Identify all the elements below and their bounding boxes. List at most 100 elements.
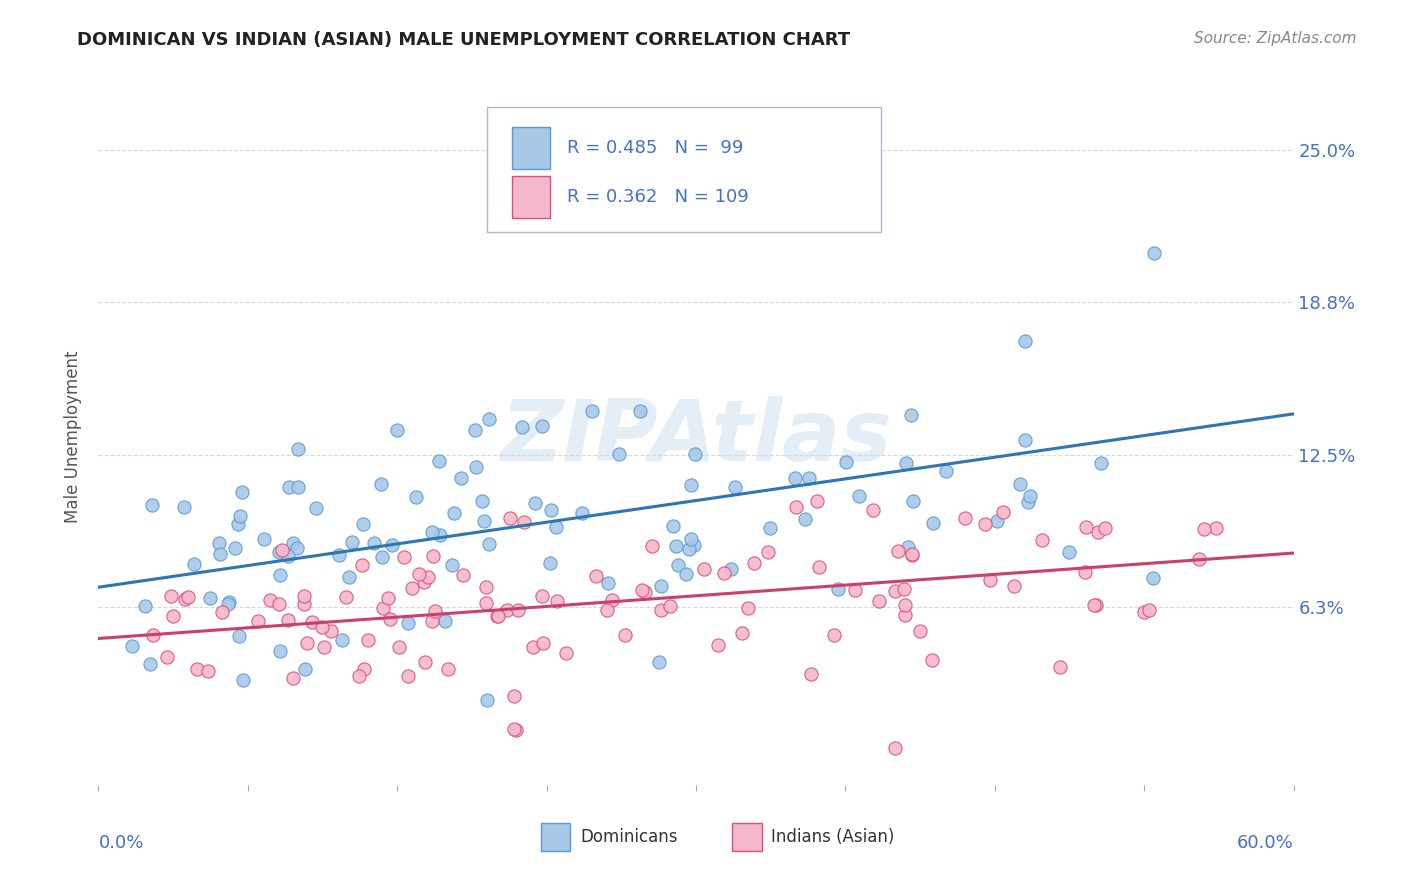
Point xyxy=(1087,524,1109,539)
Text: ZIPAtlas: ZIPAtlas xyxy=(501,395,891,479)
Point xyxy=(381,538,404,552)
Point xyxy=(370,476,392,491)
Point xyxy=(281,672,304,686)
Point xyxy=(429,454,451,468)
Point xyxy=(1205,520,1227,534)
Point xyxy=(231,485,253,500)
Point xyxy=(371,601,394,615)
Point xyxy=(352,558,374,573)
Point xyxy=(662,519,685,533)
Point xyxy=(330,633,353,648)
Text: R = 0.485   N =  99: R = 0.485 N = 99 xyxy=(567,139,744,157)
Point xyxy=(827,582,849,597)
Point xyxy=(440,558,463,573)
Point xyxy=(498,511,520,525)
Point xyxy=(900,547,922,561)
Point xyxy=(405,490,427,504)
Point xyxy=(896,456,918,470)
Point xyxy=(823,628,845,642)
Point xyxy=(269,644,291,658)
Point xyxy=(668,558,690,572)
Point xyxy=(571,506,593,520)
Point xyxy=(228,629,250,643)
Point xyxy=(794,511,817,525)
Point xyxy=(530,589,553,603)
Point xyxy=(418,570,440,584)
Point xyxy=(505,723,527,737)
Point xyxy=(267,598,290,612)
Point xyxy=(908,624,931,639)
Text: 0.0%: 0.0% xyxy=(98,834,143,852)
Point xyxy=(955,511,977,525)
Point xyxy=(921,653,943,667)
Point xyxy=(862,503,884,517)
Point xyxy=(1143,245,1166,260)
Point xyxy=(893,582,915,596)
Point xyxy=(1002,579,1025,593)
Point xyxy=(294,662,316,676)
Point xyxy=(352,517,374,532)
Point xyxy=(465,460,488,475)
Point xyxy=(495,602,517,616)
Point xyxy=(797,470,820,484)
Point xyxy=(173,592,195,607)
FancyBboxPatch shape xyxy=(512,128,550,169)
Point xyxy=(848,489,870,503)
Point xyxy=(707,638,730,652)
Point xyxy=(693,562,716,576)
Point xyxy=(377,591,399,606)
Point xyxy=(1090,456,1112,470)
Point xyxy=(319,624,342,638)
Point xyxy=(139,657,162,671)
Point xyxy=(1049,660,1071,674)
Point xyxy=(508,603,530,617)
Point xyxy=(287,480,309,494)
Point xyxy=(173,500,195,514)
Point xyxy=(253,532,276,546)
Point xyxy=(1019,489,1042,503)
Point xyxy=(160,589,183,603)
Point xyxy=(538,556,561,570)
Point xyxy=(737,600,759,615)
Point xyxy=(546,594,568,608)
Point xyxy=(678,542,700,557)
Point xyxy=(1031,533,1053,548)
Point xyxy=(422,549,444,563)
Point xyxy=(713,566,735,580)
Point xyxy=(401,581,423,595)
Point xyxy=(510,420,533,434)
Point xyxy=(437,662,460,676)
Point xyxy=(134,599,156,613)
Point xyxy=(283,536,305,550)
Point xyxy=(232,673,254,687)
Point xyxy=(380,612,402,626)
Point xyxy=(287,541,309,555)
Point xyxy=(451,567,474,582)
Point xyxy=(392,550,415,565)
Point xyxy=(974,517,997,532)
Point xyxy=(478,412,501,426)
Point xyxy=(1057,544,1080,558)
Point xyxy=(806,493,828,508)
Point xyxy=(681,532,703,546)
Point xyxy=(1192,522,1215,536)
Point xyxy=(868,594,890,608)
Point xyxy=(475,596,498,610)
Point xyxy=(893,607,915,622)
Point xyxy=(884,584,907,599)
Point xyxy=(217,597,239,611)
Point xyxy=(464,423,486,437)
Point xyxy=(758,520,780,534)
Point xyxy=(183,557,205,571)
Point xyxy=(503,689,526,703)
Point xyxy=(887,543,910,558)
Point xyxy=(197,665,219,679)
Point xyxy=(650,603,672,617)
Point xyxy=(328,548,350,562)
Point xyxy=(1188,552,1211,566)
Point xyxy=(142,628,165,642)
Point xyxy=(935,464,957,478)
Point xyxy=(785,500,807,515)
Point xyxy=(155,650,177,665)
Point xyxy=(1094,520,1116,534)
